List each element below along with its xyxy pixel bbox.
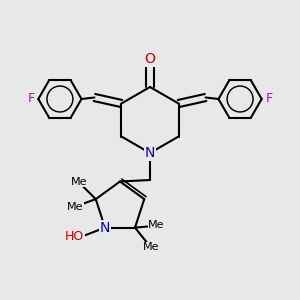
Text: Me: Me: [67, 202, 83, 212]
Text: F: F: [27, 92, 34, 106]
Text: HO: HO: [65, 230, 84, 243]
Text: Me: Me: [71, 177, 88, 187]
Text: F: F: [266, 92, 273, 106]
Text: O: O: [145, 52, 155, 66]
Text: Me: Me: [143, 242, 160, 252]
Text: N: N: [100, 220, 110, 235]
Text: Me: Me: [148, 220, 165, 230]
Text: N: N: [145, 146, 155, 160]
